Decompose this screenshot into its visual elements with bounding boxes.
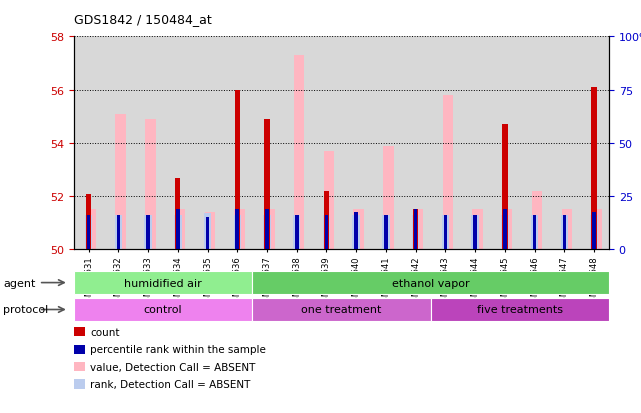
Bar xyxy=(175,178,181,250)
Bar xyxy=(531,215,538,250)
Bar xyxy=(146,120,156,250)
Bar xyxy=(74,299,252,321)
Text: percentile rank within the sample: percentile rank within the sample xyxy=(90,344,266,354)
Bar xyxy=(561,215,568,250)
Bar xyxy=(383,146,394,250)
Bar xyxy=(86,194,91,250)
Bar xyxy=(501,215,508,250)
Bar xyxy=(592,213,596,250)
Bar xyxy=(293,215,301,250)
Bar xyxy=(176,210,179,250)
Bar xyxy=(174,215,181,250)
Text: count: count xyxy=(90,327,120,337)
Text: protocol: protocol xyxy=(3,305,49,315)
Bar xyxy=(252,299,431,321)
Bar xyxy=(204,214,212,250)
Bar xyxy=(294,56,304,250)
Bar xyxy=(324,191,329,250)
Bar xyxy=(563,215,566,250)
Bar xyxy=(146,215,150,250)
Bar xyxy=(442,215,449,250)
Text: ethanol vapor: ethanol vapor xyxy=(392,278,469,288)
Bar xyxy=(323,215,330,250)
Bar xyxy=(354,213,358,250)
Bar xyxy=(502,125,508,250)
Bar xyxy=(235,210,239,250)
Bar xyxy=(252,272,609,294)
Bar xyxy=(86,210,96,250)
Bar xyxy=(502,210,512,250)
Bar xyxy=(115,114,126,250)
Bar xyxy=(295,215,299,250)
Bar xyxy=(431,299,609,321)
Bar xyxy=(442,96,453,250)
Text: one treatment: one treatment xyxy=(301,305,381,315)
Bar xyxy=(117,215,120,250)
Text: humidified air: humidified air xyxy=(124,278,202,288)
Text: agent: agent xyxy=(3,278,36,288)
Bar xyxy=(413,210,423,250)
Bar xyxy=(353,210,364,250)
Bar xyxy=(562,210,572,250)
Bar xyxy=(473,215,477,250)
Bar xyxy=(503,210,506,250)
Bar xyxy=(533,215,537,250)
Bar xyxy=(265,210,269,250)
Bar xyxy=(353,215,360,250)
Bar xyxy=(592,88,597,250)
Bar xyxy=(472,210,483,250)
Bar xyxy=(444,215,447,250)
Bar xyxy=(384,215,388,250)
Bar xyxy=(74,272,252,294)
Text: five treatments: five treatments xyxy=(477,305,563,315)
Bar xyxy=(264,210,274,250)
Bar xyxy=(414,210,417,250)
Bar xyxy=(532,191,542,250)
Bar xyxy=(591,210,602,250)
Bar xyxy=(206,218,210,250)
Bar xyxy=(413,210,419,250)
Bar xyxy=(204,213,215,250)
Bar xyxy=(471,215,479,250)
Text: rank, Detection Call = ABSENT: rank, Detection Call = ABSENT xyxy=(90,379,251,389)
Bar xyxy=(412,215,419,250)
Text: control: control xyxy=(144,305,182,315)
Bar xyxy=(85,215,92,250)
Bar xyxy=(115,215,122,250)
Text: GDS1842 / 150484_at: GDS1842 / 150484_at xyxy=(74,13,212,26)
Bar xyxy=(235,90,240,250)
Bar xyxy=(382,215,390,250)
Bar xyxy=(264,120,270,250)
Bar xyxy=(590,215,598,250)
Bar xyxy=(144,215,152,250)
Text: value, Detection Call = ABSENT: value, Detection Call = ABSENT xyxy=(90,362,256,372)
Bar xyxy=(325,215,328,250)
Bar xyxy=(263,215,271,250)
Bar xyxy=(87,215,90,250)
Bar xyxy=(233,215,241,250)
Bar xyxy=(324,152,334,250)
Bar xyxy=(235,210,245,250)
Bar xyxy=(175,210,185,250)
